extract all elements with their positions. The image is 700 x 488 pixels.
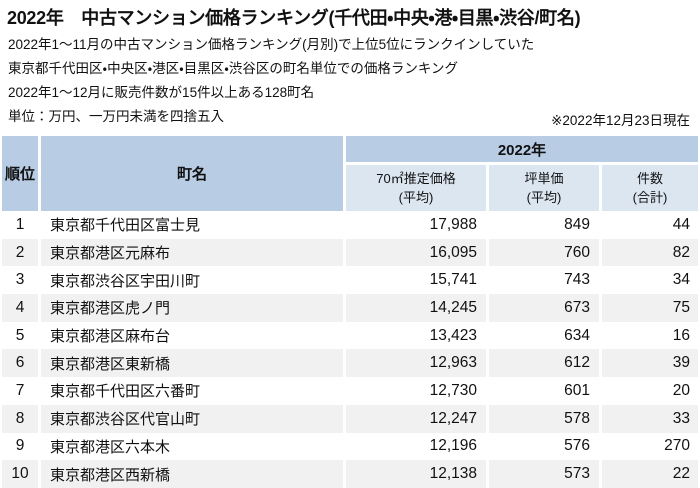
page-title: 2022年 中古マンション価格ランキング(千代田・中央・港・目黒・渋谷/町名) bbox=[7, 8, 581, 28]
price-cell: 15,741 bbox=[346, 266, 489, 295]
tsubo-cell: 576 bbox=[489, 432, 602, 461]
tsubo-cell: 743 bbox=[489, 266, 602, 295]
tsubo-cell: 760 bbox=[489, 238, 602, 267]
town-cell: 東京都港区六本木 bbox=[41, 432, 346, 461]
table-row: 2 東京都港区元麻布 16,095 760 82 bbox=[2, 238, 698, 267]
rank-cell: 3 bbox=[2, 266, 41, 295]
table-row: 10 東京都港区西新橋 12,138 573 22 bbox=[2, 460, 698, 488]
table-row: 1 東京都千代田区富士見 17,988 849 44 bbox=[2, 211, 698, 239]
header-town: 町名 bbox=[41, 136, 346, 211]
table-row: 9 東京都港区六本木 12,196 576 270 bbox=[2, 432, 698, 461]
rank-cell: 4 bbox=[2, 294, 41, 322]
table-row: 5 東京都港区麻布台 13,423 634 16 bbox=[2, 321, 698, 350]
price-cell: 12,196 bbox=[346, 432, 489, 461]
town-cell: 東京都港区東新橋 bbox=[41, 349, 346, 378]
price-cell: 16,095 bbox=[346, 238, 489, 267]
table-body: 1 東京都千代田区富士見 17,988 849 44 2 東京都港区元麻布 16,095 760… bbox=[2, 211, 698, 488]
town-cell: 東京都千代田区富士見 bbox=[41, 211, 346, 239]
header-sub-row: 70㎡推定価格 (平均) 坪単価 (平均) 件数 (合計) bbox=[346, 165, 698, 211]
count-cell: 82 bbox=[672, 243, 690, 261]
town-cell: 東京都港区麻布台 bbox=[41, 321, 346, 350]
description-line-1: 2022年1～11月の中古マンション価格ランキング(月別)で上位5位にランクイン… bbox=[8, 37, 535, 52]
count-cell: 44 bbox=[672, 215, 690, 233]
tsubo-cell: 601 bbox=[489, 377, 602, 405]
header-price-line2: (平均) bbox=[398, 190, 434, 205]
count-cell: 39 bbox=[672, 354, 690, 372]
header-rank: 順位 bbox=[2, 136, 41, 211]
town-cell: 東京都渋谷区宇田川町 bbox=[41, 266, 346, 295]
ranking-table: 順位 町名 2022年 70㎡推定価格 (平均) 坪単価 (平均) 件数 (合計… bbox=[2, 136, 698, 488]
tsubo-cell: 573 bbox=[489, 460, 602, 488]
header-tsubo-line1: 坪単価 bbox=[524, 171, 564, 186]
count-cell: 22 bbox=[672, 465, 690, 483]
header-count-line1: 件数 bbox=[636, 171, 663, 186]
table-row: 4 東京都港区虎ノ門 14,245 673 75 bbox=[2, 294, 698, 322]
table-header: 順位 町名 2022年 70㎡推定価格 (平均) 坪単価 (平均) 件数 (合計… bbox=[2, 136, 698, 211]
town-cell: 東京都港区西新橋 bbox=[41, 460, 346, 488]
table-row: 7 東京都千代田区六番町 12,730 601 20 bbox=[2, 377, 698, 405]
rank-cell: 9 bbox=[2, 432, 41, 461]
table-row: 3 東京都渋谷区宇田川町 15,741 743 34 bbox=[2, 266, 698, 295]
price-cell: 14,245 bbox=[346, 294, 489, 322]
count-cell: 20 bbox=[672, 381, 690, 399]
table-row: 8 東京都渋谷区代官山町 12,247 578 33 bbox=[2, 404, 698, 433]
rank-cell: 8 bbox=[2, 404, 41, 433]
count-cell: 16 bbox=[672, 326, 690, 344]
town-cell: 東京都渋谷区代官山町 bbox=[41, 404, 346, 433]
date-note: ※2022年12月23日現在 bbox=[551, 113, 690, 128]
tsubo-cell: 673 bbox=[489, 294, 602, 322]
price-cell: 12,730 bbox=[346, 377, 489, 405]
price-cell: 13,423 bbox=[346, 321, 489, 350]
description-line-2: 東京都千代田区・中央区・港区・目黒区・渋谷区の町名単位での価格ランキング bbox=[8, 61, 458, 76]
rank-cell: 7 bbox=[2, 377, 41, 405]
header-year-group: 2022年 bbox=[346, 136, 698, 165]
town-cell: 東京都港区元麻布 bbox=[41, 238, 346, 267]
count-cell: 75 bbox=[672, 298, 690, 316]
town-cell: 東京都港区虎ノ門 bbox=[41, 294, 346, 322]
price-cell: 12,247 bbox=[346, 404, 489, 433]
town-cell: 東京都千代田区六番町 bbox=[41, 377, 346, 405]
price-cell: 17,988 bbox=[346, 211, 489, 239]
rank-cell: 6 bbox=[2, 349, 41, 378]
rank-cell: 10 bbox=[2, 460, 41, 488]
rank-cell: 2 bbox=[2, 238, 41, 267]
unit-note: 単位：万円、一万円未満を四捨五入 bbox=[8, 109, 224, 124]
price-cell: 12,963 bbox=[346, 349, 489, 378]
header-year-section: 2022年 70㎡推定価格 (平均) 坪単価 (平均) 件数 (合計) bbox=[346, 136, 698, 211]
rank-cell: 5 bbox=[2, 321, 41, 350]
price-cell: 12,138 bbox=[346, 460, 489, 488]
tsubo-cell: 849 bbox=[489, 211, 602, 239]
header-count: 件数 (合計) bbox=[602, 165, 698, 211]
description-line-3: 2022年1～12月に販売件数が15件以上ある128町名 bbox=[8, 85, 315, 100]
count-cell: 270 bbox=[664, 437, 690, 455]
header-price: 70㎡推定価格 (平均) bbox=[346, 165, 489, 211]
tsubo-cell: 634 bbox=[489, 321, 602, 350]
table-row: 6 東京都港区東新橋 12,963 612 39 bbox=[2, 349, 698, 378]
tsubo-cell: 578 bbox=[489, 404, 602, 433]
header-count-line2: (合計) bbox=[632, 190, 668, 205]
header-tsubo-line2: (平均) bbox=[526, 190, 562, 205]
count-cell: 33 bbox=[672, 409, 690, 427]
header-price-line1: 70㎡推定価格 bbox=[376, 171, 456, 186]
count-cell: 34 bbox=[672, 271, 690, 289]
header-tsubo: 坪単価 (平均) bbox=[489, 165, 602, 211]
rank-cell: 1 bbox=[2, 211, 41, 239]
tsubo-cell: 612 bbox=[489, 349, 602, 378]
